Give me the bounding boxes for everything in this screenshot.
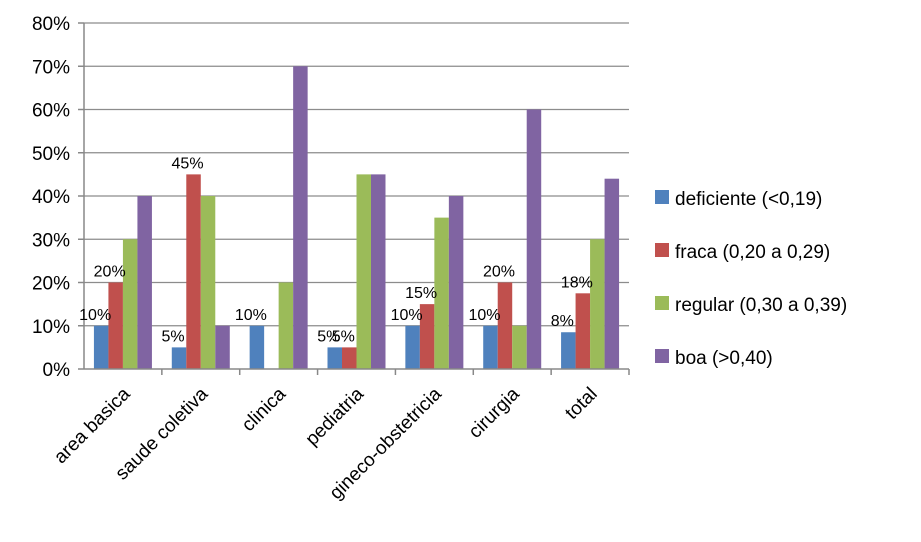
y-tick-label: 50%: [32, 144, 70, 165]
bar: [575, 293, 591, 369]
x-category-label: area basica: [50, 383, 135, 468]
bar: [186, 174, 201, 369]
data-label: 10%: [79, 307, 111, 324]
bar: [526, 109, 542, 369]
y-axis-ticks: 0% 10% 20% 30% 40% 50% 60% 70% 80%: [32, 14, 70, 381]
bar: [356, 174, 371, 369]
data-label: 20%: [94, 264, 126, 281]
y-tick-label: 40%: [32, 187, 70, 208]
bar: [497, 282, 513, 369]
bar: [512, 325, 527, 369]
axes: [78, 22, 630, 375]
y-tick-label: 30%: [32, 230, 70, 251]
bar: [108, 282, 123, 369]
bar: [93, 325, 109, 369]
legend-swatch: [655, 296, 669, 310]
bar: [448, 196, 464, 369]
bar: [483, 325, 498, 369]
bar: [327, 347, 342, 369]
bar: [293, 66, 308, 369]
y-tick-label: 60%: [32, 101, 70, 122]
data-label: 8%: [551, 313, 574, 330]
legend-swatch: [655, 190, 669, 204]
bar: [122, 239, 138, 369]
bar: [419, 304, 435, 369]
y-tick-label: 20%: [32, 274, 70, 295]
legend-label: regular (0,30 a 0,39): [675, 295, 847, 316]
legend-label: fraca (0,20 a 0,29): [675, 242, 830, 263]
data-label: 5%: [161, 328, 184, 345]
bar: [434, 217, 449, 369]
data-labels: 10%20%5%45%10%5%5%10%15%10%20%8%18%: [79, 155, 593, 345]
bar: [171, 347, 187, 369]
bar: [137, 196, 152, 369]
bar: [342, 347, 357, 369]
y-tick-label: 70%: [32, 57, 70, 78]
bar: [405, 325, 420, 369]
bar: [278, 282, 294, 369]
legend-swatch: [655, 243, 669, 257]
y-tick-label: 10%: [32, 317, 70, 338]
data-label: 10%: [468, 307, 500, 324]
x-category-label: cirurgia: [465, 383, 524, 442]
bar: [200, 196, 216, 369]
data-label: 10%: [391, 307, 423, 324]
x-category-label: total: [561, 384, 601, 424]
legend-swatch: [655, 349, 669, 363]
data-label: 15%: [405, 285, 437, 302]
x-category-label: pediatria: [302, 383, 369, 450]
bar: [371, 174, 386, 369]
bars: [93, 66, 620, 369]
y-tick-label: 0%: [43, 360, 71, 381]
legend: deficiente (<0,19) fraca (0,20 a 0,29) reg…: [655, 189, 847, 369]
x-category-label: clinica: [238, 383, 290, 435]
bar: [590, 239, 605, 369]
bar: [249, 325, 265, 369]
data-label: 20%: [483, 264, 515, 281]
data-label: 45%: [172, 155, 204, 172]
legend-label: boa (>0,40): [675, 348, 773, 369]
legend-label: deficiente (<0,19): [675, 189, 822, 210]
data-label: 5%: [317, 328, 340, 345]
data-label: 18%: [561, 274, 593, 291]
bar: [215, 325, 230, 369]
bar: [561, 332, 576, 369]
y-tick-label: 80%: [32, 14, 70, 35]
bar: [604, 178, 620, 369]
data-label: 5%: [332, 328, 355, 345]
data-label: 10%: [235, 307, 267, 324]
